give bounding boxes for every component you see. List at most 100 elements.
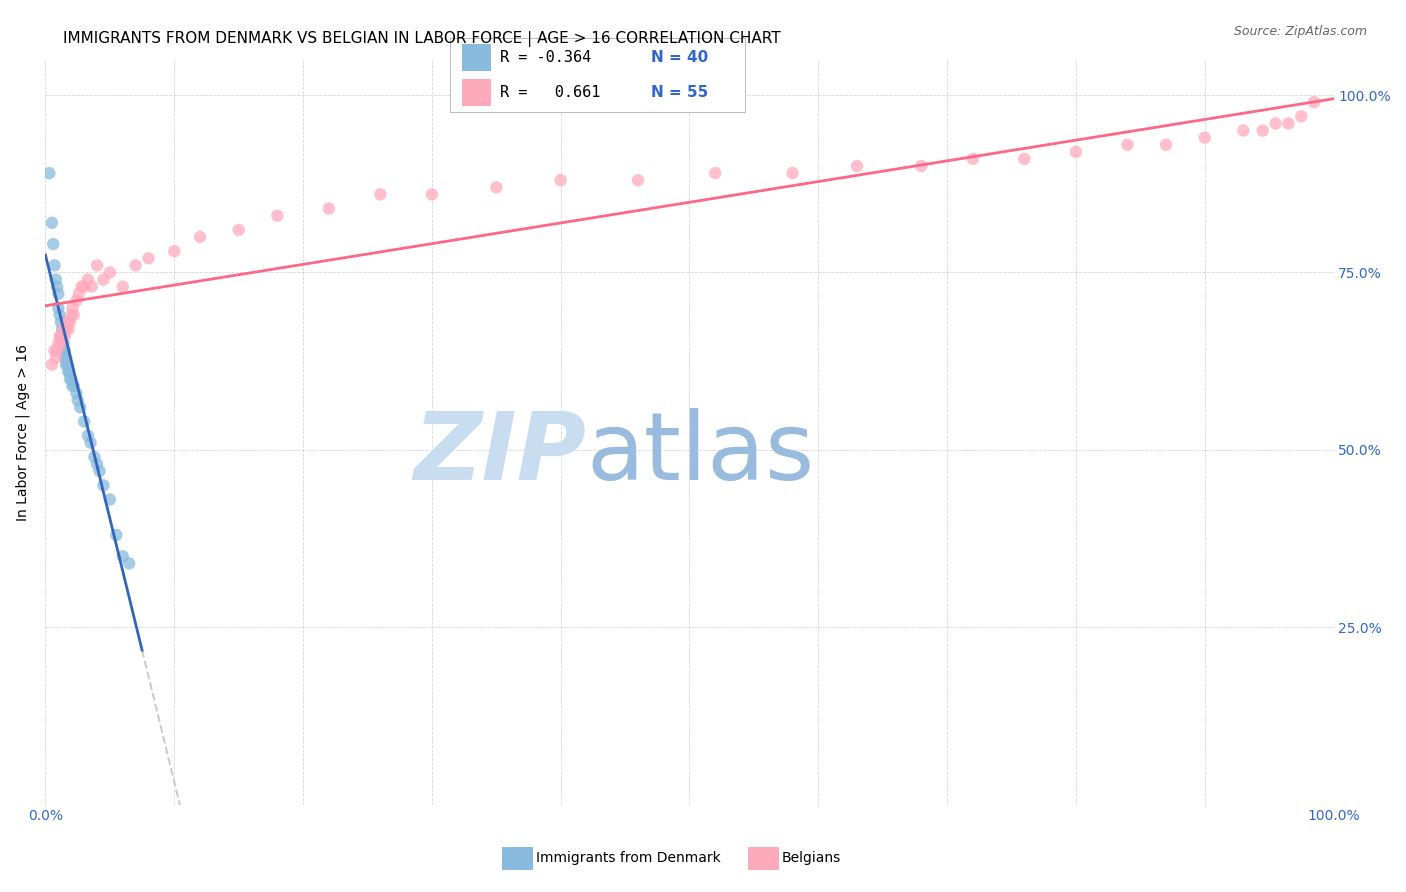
Point — [60, 308, 83, 322]
Text: R =   0.661: R = 0.661 — [501, 85, 600, 100]
Point — [111, 279, 134, 293]
Text: ZIP: ZIP — [413, 409, 586, 500]
Point — [45, 351, 67, 365]
Point — [55, 358, 77, 372]
Point — [65, 293, 87, 308]
Point — [98, 265, 121, 279]
Point — [266, 209, 288, 223]
Point — [83, 450, 105, 464]
Point — [124, 258, 146, 272]
Point — [80, 279, 103, 293]
Point — [56, 358, 79, 372]
Point — [55, 351, 77, 365]
Point — [962, 152, 984, 166]
Point — [58, 365, 80, 379]
Point — [86, 457, 108, 471]
Point — [1291, 109, 1313, 123]
Point — [48, 308, 70, 322]
Point — [138, 252, 160, 266]
Point — [44, 343, 66, 358]
Text: atlas: atlas — [586, 409, 814, 500]
Point — [51, 336, 73, 351]
Point — [1251, 123, 1274, 137]
Point — [52, 322, 75, 336]
Point — [46, 279, 69, 293]
Point — [1116, 137, 1139, 152]
Point — [845, 159, 868, 173]
Bar — [461, 79, 491, 105]
Point — [89, 464, 111, 478]
Point — [485, 180, 508, 194]
Text: N = 55: N = 55 — [651, 85, 709, 100]
Point — [550, 173, 572, 187]
Point — [188, 230, 211, 244]
Text: Belgians: Belgians — [782, 851, 841, 865]
Point — [51, 329, 73, 343]
Point — [38, 166, 60, 180]
Text: IMMIGRANTS FROM DENMARK VS BELGIAN IN LABOR FORCE | AGE > 16 CORRELATION CHART: IMMIGRANTS FROM DENMARK VS BELGIAN IN LA… — [63, 31, 780, 47]
Point — [163, 244, 186, 259]
Point — [69, 401, 91, 415]
Point — [98, 492, 121, 507]
Point — [53, 343, 76, 358]
Point — [910, 159, 932, 173]
Point — [58, 322, 80, 336]
Point — [59, 315, 82, 329]
Point — [73, 414, 96, 428]
Point — [49, 329, 72, 343]
Point — [58, 365, 80, 379]
Text: N = 40: N = 40 — [651, 50, 709, 65]
Point — [77, 272, 100, 286]
Point — [782, 166, 804, 180]
Point — [420, 187, 443, 202]
Point — [111, 549, 134, 564]
Point — [48, 336, 70, 351]
Text: Immigrants from Denmark: Immigrants from Denmark — [536, 851, 720, 865]
Point — [66, 393, 89, 408]
Point — [1064, 145, 1087, 159]
Point — [60, 372, 83, 386]
Point — [627, 173, 650, 187]
Point — [48, 301, 70, 315]
Point — [41, 216, 63, 230]
Point — [1232, 123, 1254, 137]
Point — [67, 286, 90, 301]
Point — [53, 329, 76, 343]
Point — [93, 272, 115, 286]
Point — [45, 272, 67, 286]
Point — [228, 223, 250, 237]
Y-axis label: In Labor Force | Age > 16: In Labor Force | Age > 16 — [15, 343, 30, 521]
Point — [55, 322, 77, 336]
Point — [48, 286, 70, 301]
Point — [1154, 137, 1177, 152]
Point — [44, 258, 66, 272]
Point — [52, 343, 75, 358]
Point — [79, 435, 101, 450]
Point — [59, 372, 82, 386]
Point — [49, 315, 72, 329]
Text: R = -0.364: R = -0.364 — [501, 50, 592, 65]
Point — [51, 322, 73, 336]
Point — [48, 329, 70, 343]
Point — [105, 528, 128, 542]
Point — [62, 308, 84, 322]
Point — [370, 187, 392, 202]
Bar — [461, 45, 491, 70]
Point — [42, 237, 65, 252]
Text: Source: ZipAtlas.com: Source: ZipAtlas.com — [1233, 25, 1367, 38]
Point — [70, 279, 93, 293]
Point — [46, 343, 69, 358]
Point — [704, 166, 727, 180]
Point — [77, 428, 100, 442]
Point — [73, 279, 96, 293]
Point — [1303, 95, 1326, 110]
Point — [318, 202, 340, 216]
Point — [1264, 116, 1286, 130]
Point — [65, 386, 87, 401]
Point — [62, 379, 84, 393]
Point — [41, 358, 63, 372]
Point — [118, 557, 141, 571]
Point — [49, 336, 72, 351]
Point — [1277, 116, 1299, 130]
Point — [52, 336, 75, 351]
